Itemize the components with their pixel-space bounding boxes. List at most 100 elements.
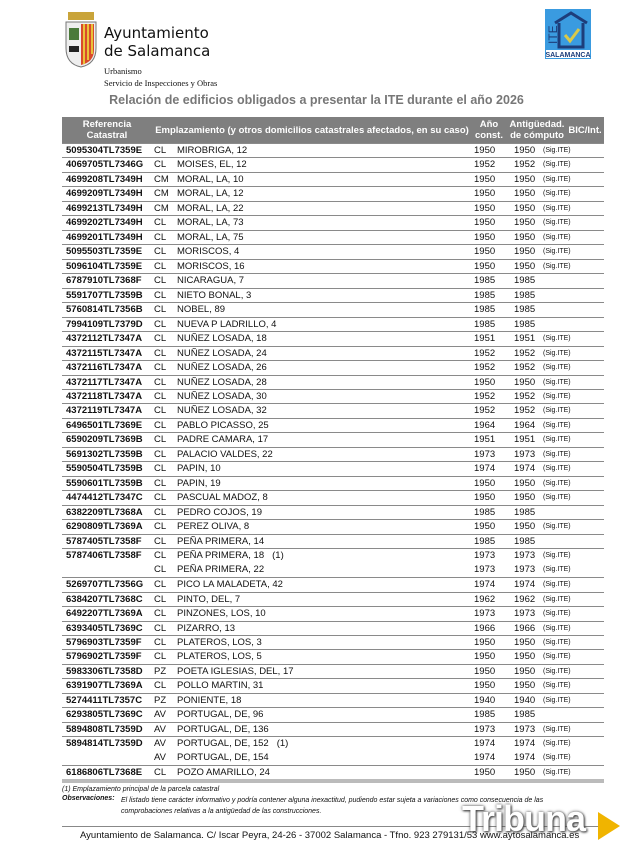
sig-ite-cell: (Sig.ITE) [543, 450, 571, 458]
address-cell: PEDRO COJOS, 19 [177, 506, 262, 518]
address-cell: MORAL, LA, 10 [177, 173, 244, 185]
org-name-line2: de Salamanca [104, 42, 211, 60]
street-type-cell: CL [154, 535, 167, 547]
table-row: 6590209TL7369B CL PADRE CAMARA, 17 1951 1951… [62, 432, 604, 447]
sig-ite-cell: (Sig.ITE) [543, 421, 571, 429]
address-cell: PALACIO VALDES, 22 [177, 448, 273, 460]
sig-ite-cell: (Sig.ITE) [543, 175, 571, 183]
sig-ite-cell: (Sig.ITE) [543, 335, 571, 343]
footnote: (1) Emplazamiento principal de la parcel… [62, 786, 220, 793]
age-cell: 1973 [514, 608, 536, 620]
year-cell: 1950 [474, 246, 496, 258]
ref-cell: 5095304TL7359E [66, 145, 143, 156]
service: Servicio de Inspecciones y Obras [104, 78, 218, 88]
table-row: 6293805TL7369C AV PORTUGAL, DE, 96 1985 1985 [62, 707, 604, 722]
address-cell: MORAL, LA, 73 [177, 217, 244, 229]
sig-ite-cell: (Sig.ITE) [543, 565, 571, 573]
table-row: 4372115TL7347A CL NUÑEZ LOSADA, 24 1952 1952… [62, 345, 604, 361]
address-cell: PAPIN, 19 [177, 477, 221, 489]
ref-cell: 5269707TL7356G [66, 579, 144, 591]
table-row: 5983306TL7358D PZ POETA IGLESIAS, DEL, 17 1… [62, 663, 604, 679]
address-cell: POETA IGLESIAS, DEL, 17 [177, 665, 294, 677]
table-row: 5894814TL7359D AV PORTUGAL, DE, 152 (1) 1974… [62, 736, 604, 751]
sig-ite-cell: (Sig.ITE) [543, 233, 571, 241]
sig-ite-cell: (Sig.ITE) [543, 595, 571, 603]
address-cell: PEÑA PRIMERA, 14 [177, 535, 265, 547]
street-type-cell: CL [154, 304, 167, 316]
table-row: 6290809TL7369A CL PEREZ OLIVA, 8 1950 1950 (S… [62, 519, 604, 534]
sig-ite-cell: (Sig.ITE) [543, 378, 571, 386]
table-row: 5796903TL7359F CL PLATEROS, LOS, 3 1950 1950… [62, 634, 604, 650]
address-cell: MIROBRIGA, 12 [177, 145, 248, 156]
sig-ite-cell: (Sig.ITE) [543, 436, 571, 444]
age-cell: 1962 [514, 593, 536, 605]
age-cell: 1985 [514, 709, 536, 721]
address-cell: PASCUAL MADOZ, 8 [177, 492, 268, 504]
year-cell: 1985 [474, 506, 496, 518]
address-cell: NUÑEZ LOSADA, 24 [177, 347, 267, 359]
age-cell: 1952 [514, 390, 536, 402]
year-cell: 1974 [474, 751, 496, 763]
year-cell: 1973 [474, 448, 496, 460]
table-row: 4372118TL7347A CL NUÑEZ LOSADA, 30 1952 1952… [62, 388, 604, 404]
year-cell: 1950 [474, 636, 496, 648]
table-row: 4699201TL7349H CL MORAL, LA, 75 1950 1950 (Si… [62, 229, 604, 245]
address-cell: PLATEROS, LOS, 3 [177, 636, 262, 648]
age-cell: 1950 [514, 217, 536, 229]
address-cell: POLLO MARTIN, 31 [177, 680, 264, 692]
year-cell: 1952 [474, 347, 496, 359]
page-title: Relación de edificios obligados a presen… [109, 93, 524, 107]
age-cell: 1950 [514, 521, 536, 533]
coat-of-arms-logo [65, 12, 97, 68]
table-row: 5591707TL7359B CL NIETO BONAL, 3 1985 1985 [62, 287, 604, 303]
sig-ite-cell: (Sig.ITE) [543, 479, 571, 487]
table-row: 5894808TL7359D AV PORTUGAL, DE, 136 1973 197… [62, 721, 604, 737]
sig-ite-cell: (Sig.ITE) [543, 392, 571, 400]
table-row: 4474412TL7347C CL PASCUAL MADOZ, 8 1950 1950… [62, 490, 604, 505]
svg-text:ITE: ITE [546, 25, 560, 44]
table-row: 4372112TL7347A CL NUÑEZ LOSADA, 18 1951 1951… [62, 331, 604, 346]
age-cell: 1974 [514, 751, 536, 763]
ref-cell: 5787406TL7358F [66, 550, 142, 562]
sig-ite-cell: (Sig.ITE) [543, 204, 571, 212]
year-cell: 1974 [474, 463, 496, 475]
table-row: 7994109TL7379D CL NUEVA P LADRILLO, 4 1985 1… [62, 316, 604, 332]
sig-ite-cell: (Sig.ITE) [543, 753, 571, 761]
table-row: 5096104TL7359E CL MORISCOS, 16 1950 1950 (Sig… [62, 258, 604, 274]
address-text: PEÑA PRIMERA, 18 [177, 550, 265, 562]
table-row: 5095304TL7359E CL MIROBRIGA, 12 1950 1950 (Si… [62, 143, 604, 158]
year-cell: 1973 [474, 723, 496, 735]
age-cell: 1952 [514, 159, 536, 171]
street-type-cell: CL [154, 246, 167, 258]
ref-cell: 4699208TL7349H [66, 173, 143, 185]
street-type-cell: CL [154, 217, 167, 229]
year-cell: 1985 [474, 289, 496, 301]
table-row: 6391907TL7369A CL POLLO MARTIN, 31 1950 1950… [62, 678, 604, 693]
street-type-cell: CL [154, 390, 167, 402]
sig-ite-cell: (Sig.ITE) [543, 581, 571, 589]
year-cell: 1950 [474, 492, 496, 504]
age-cell: 1964 [514, 419, 536, 431]
ref-cell: 6590209TL7369B [66, 434, 143, 446]
age-cell: 1940 [514, 694, 536, 706]
sig-ite-cell: (Sig.ITE) [543, 638, 571, 646]
table-row: AV PORTUGAL, DE, 154 1974 1974 (Sig.ITE) [62, 751, 604, 765]
street-type-cell: AV [154, 709, 166, 721]
age-cell: 1950 [514, 477, 536, 489]
address-cell: PORTUGAL, DE, 154 [177, 751, 269, 763]
table-row: 6384207TL7368C CL PINTO, DEL, 7 1962 1962 (Si… [62, 591, 604, 607]
age-cell: 1985 [514, 506, 536, 518]
year-cell: 1950 [474, 188, 496, 200]
year-cell: 1950 [474, 521, 496, 533]
address-cell: MORISCOS, 16 [177, 260, 245, 272]
address-cell: PINZONES, LOS, 10 [177, 608, 266, 620]
street-type-cell: CL [154, 260, 167, 272]
sig-ite-cell: (Sig.ITE) [543, 624, 571, 632]
age-cell: 1950 [514, 767, 536, 779]
col-age: Antigüedad. de cómputo [509, 119, 565, 141]
year-cell: 1950 [474, 665, 496, 677]
table-row: 5796902TL7359F CL PLATEROS, LOS, 5 1950 1950… [62, 649, 604, 664]
ref-cell: 7994109TL7379D [66, 318, 143, 330]
age-cell: 1985 [514, 304, 536, 316]
age-cell: 1950 [514, 173, 536, 185]
